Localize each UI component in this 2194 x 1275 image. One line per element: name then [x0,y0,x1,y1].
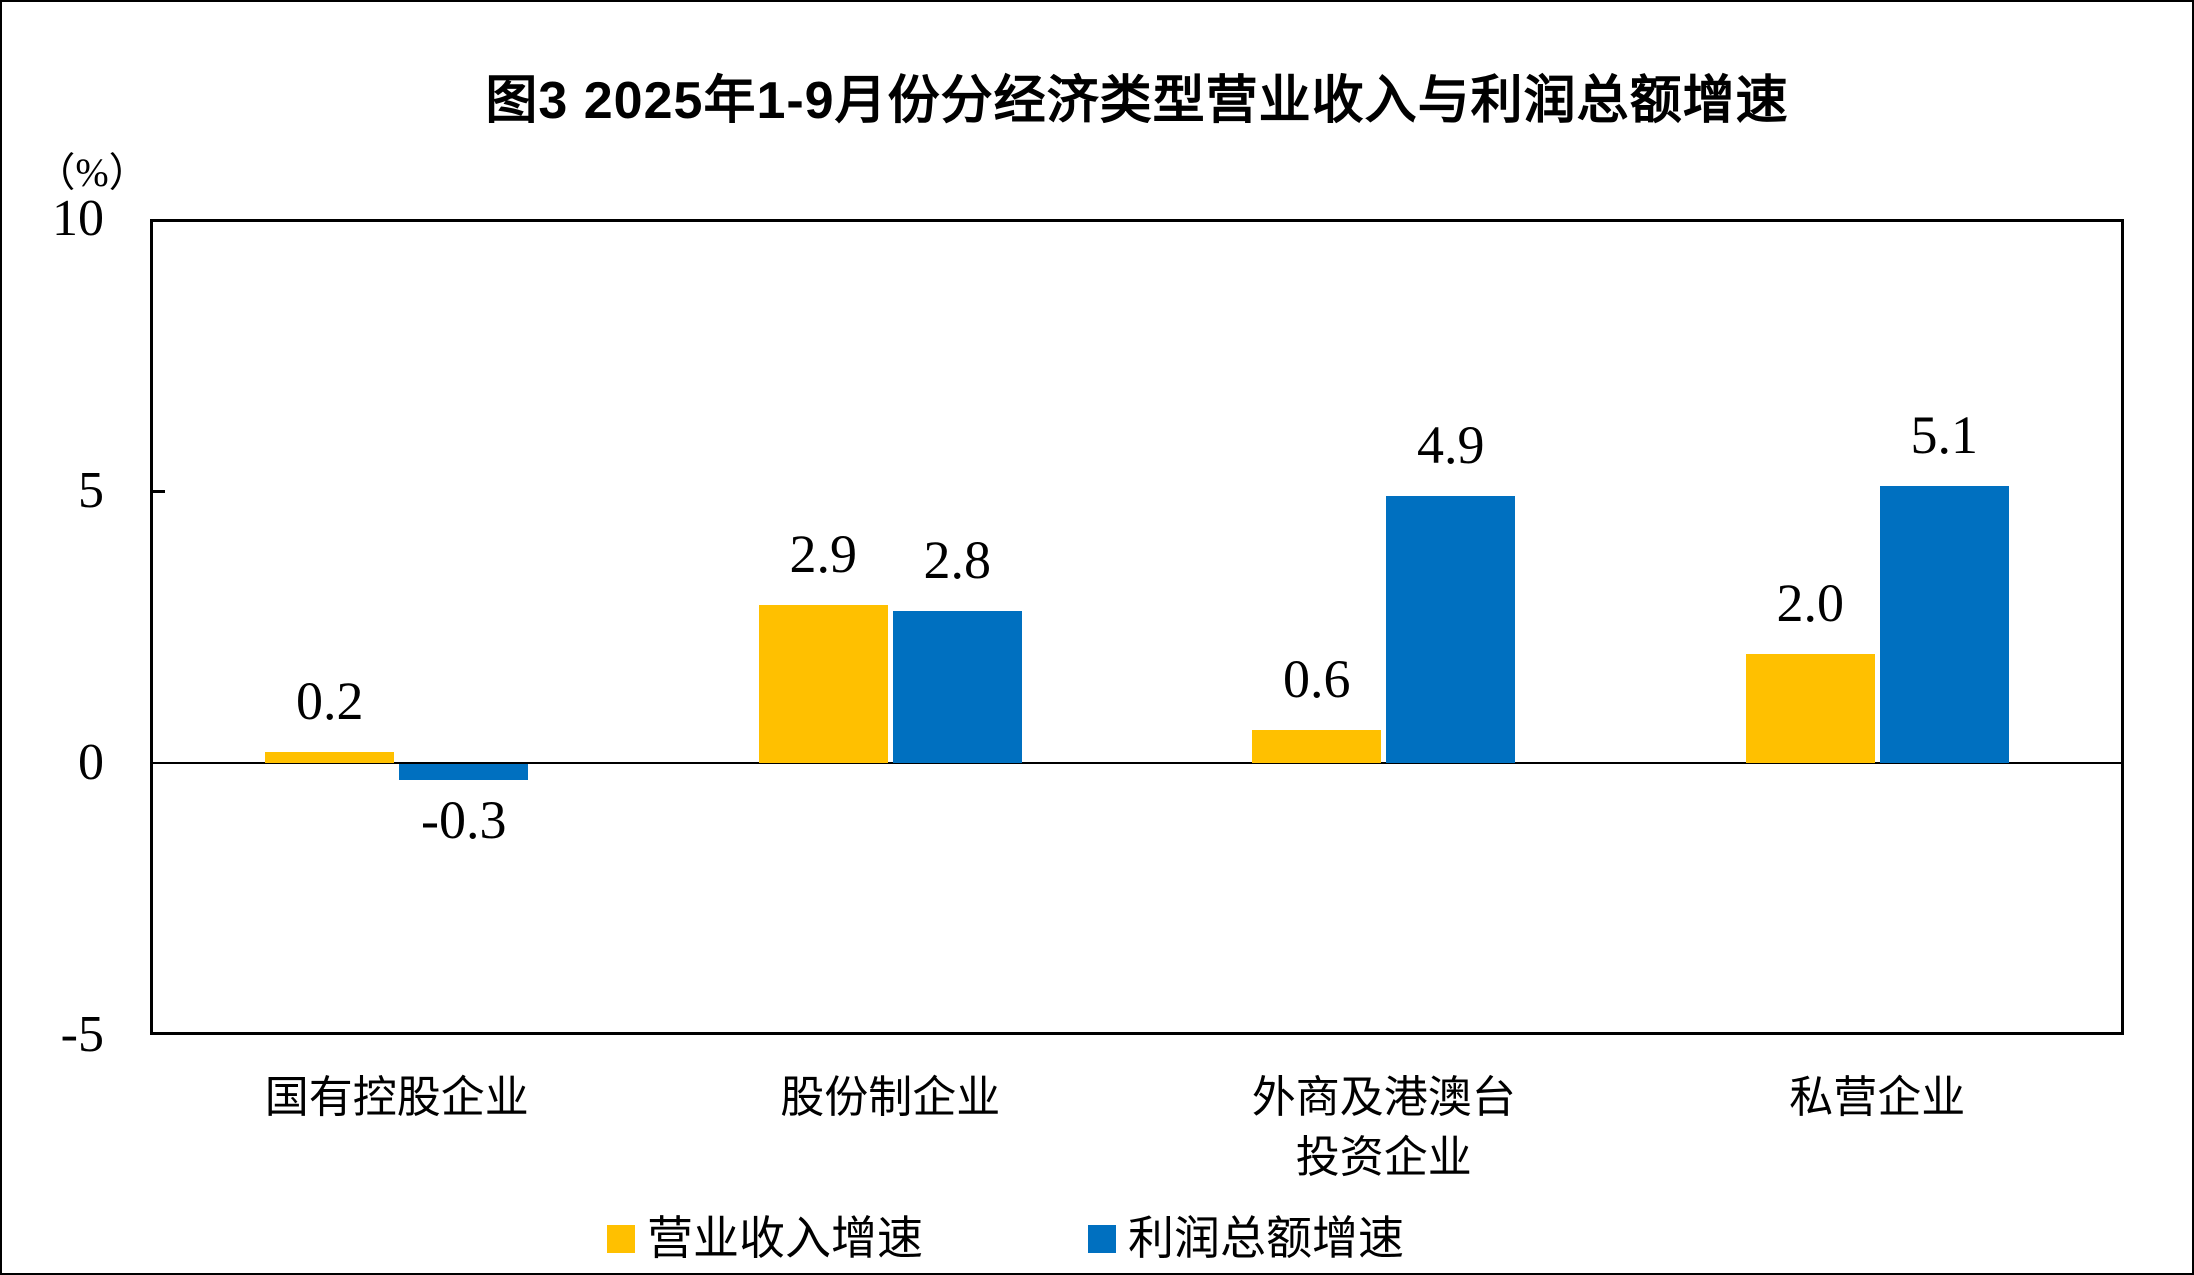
bar-value-label: -0.3 [421,790,507,851]
legend-item: 营业收入增速 [607,1211,923,1267]
category-label-line: 私营企业 [1789,1073,1966,1122]
category-label: 外商及港澳台 投资企业 [1252,1068,1516,1188]
category-label: 私营企业 [1789,1068,1965,1128]
bar-value-label: 0.2 [296,671,364,732]
category-label-line: 股份制企业 [780,1073,1001,1122]
category-label: 国有控股企业 [265,1068,529,1128]
bar-revenue [758,605,888,763]
bar-profit [1879,485,2009,763]
bar-profit [399,764,529,781]
legend-label: 营业收入增速 [647,1213,923,1264]
bar-value-label: 0.6 [1283,649,1351,710]
bar-revenue [265,752,395,763]
y-axis-tick-label: 10 [52,190,104,247]
bar-profit [892,610,1022,763]
category-label-line: 投资企业 [1295,1133,1472,1182]
legend-item: 利润总额增速 [1088,1211,1404,1267]
category-label: 股份制企业 [780,1068,1000,1128]
bar-revenue [1745,654,1875,763]
bar-profit [1386,496,1516,763]
bar-value-label: 2.8 [923,529,992,590]
plot-area [150,219,2124,1035]
bar-value-label: 2.9 [789,524,858,585]
y-axis-tick-label: 5 [78,462,104,519]
y-axis-tick-mark [150,490,165,493]
legend-label: 利润总额增速 [1128,1213,1404,1264]
bar-value-label: 5.1 [1910,404,1979,465]
legend-swatch-profit [1088,1225,1116,1253]
y-axis-tick-label: -5 [60,1006,104,1063]
zero-axis-line [150,762,2124,764]
category-label-line: 外商及港澳台 [1251,1073,1516,1122]
legend-swatch-revenue [607,1225,635,1253]
y-axis-unit-label: （%） [35,150,149,195]
bar-value-label: 4.9 [1417,415,1485,476]
bar-revenue [1252,730,1382,763]
y-axis-tick-label: 0 [78,734,104,791]
category-label-line: 国有控股企业 [264,1073,529,1122]
chart-title: 图3 2025年1-9月份分经济类型营业收入与利润总额增速 [485,72,1789,130]
bar-value-label: 2.0 [1776,573,1845,634]
